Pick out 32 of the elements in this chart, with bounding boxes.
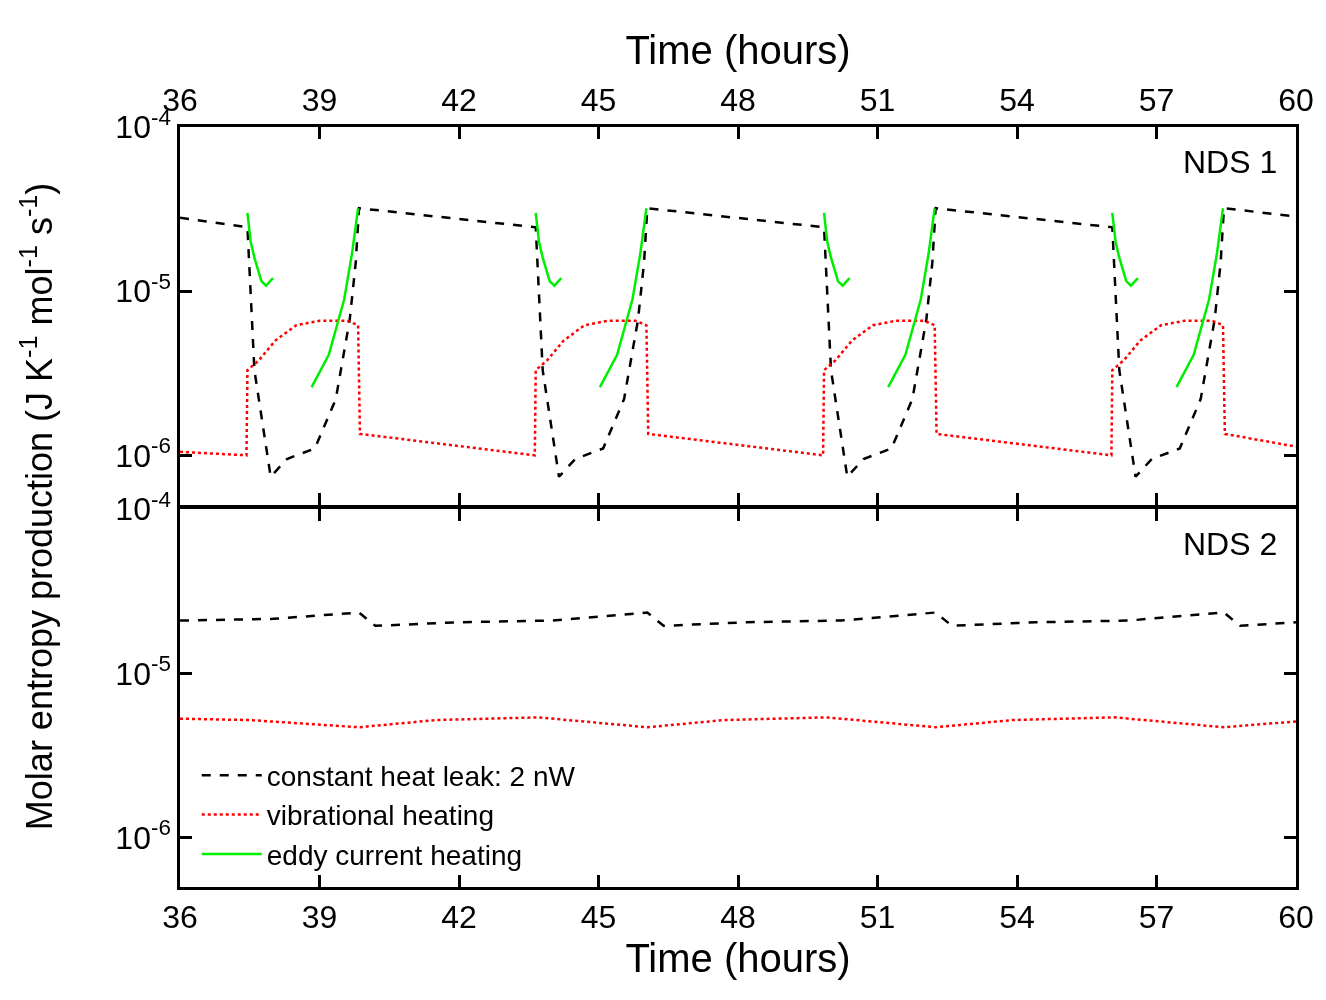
- x-tick-label: 48: [720, 899, 756, 936]
- x2-axis-title: Time (hours): [625, 27, 851, 72]
- legend-label: constant heat leak: 2 nW: [266, 761, 576, 793]
- x-tick-label: 51: [859, 899, 896, 936]
- y-tick-label: 10$^{-6}$: [115, 815, 171, 856]
- x-tick-label: 45: [580, 899, 617, 936]
- legend-label: vibrational heating: [266, 800, 495, 832]
- line-series: [180, 319, 1296, 457]
- x2-tick-label: 54: [999, 82, 1035, 119]
- x2-tick-label: 60: [1278, 82, 1314, 119]
- annotation: NDS 1: [1183, 144, 1278, 180]
- x-axis-title: Time (hours): [625, 935, 851, 980]
- x-tick-label: 42: [441, 899, 477, 936]
- x-tick-label: 60: [1278, 899, 1314, 936]
- y-tick-label: 10$^{-6}$: [115, 433, 171, 474]
- x-tick-label: 36: [162, 899, 198, 936]
- x2-tick-label: 57: [1138, 82, 1175, 119]
- x-tick-label: 39: [301, 899, 338, 936]
- line-series: [180, 716, 1296, 729]
- y-tick-label: 10$^{-5}$: [115, 268, 171, 310]
- x2-tick-label: 45: [580, 82, 617, 119]
- y-tick-label: 10$^{-4}$: [115, 487, 171, 528]
- y-tick-label: 10$^{-5}$: [115, 651, 171, 692]
- x2-tick-label: 48: [720, 82, 756, 119]
- x-tick-label: 54: [999, 899, 1035, 936]
- line-series: [180, 611, 1296, 628]
- x2-tick-label: 51: [859, 82, 896, 119]
- x-tick-label: 57: [1138, 899, 1175, 936]
- legend-label: eddy current heating: [266, 839, 523, 871]
- x2-tick-label: 39: [301, 82, 338, 119]
- x2-tick-label: 42: [441, 82, 477, 119]
- annotation: NDS 2: [1183, 526, 1278, 562]
